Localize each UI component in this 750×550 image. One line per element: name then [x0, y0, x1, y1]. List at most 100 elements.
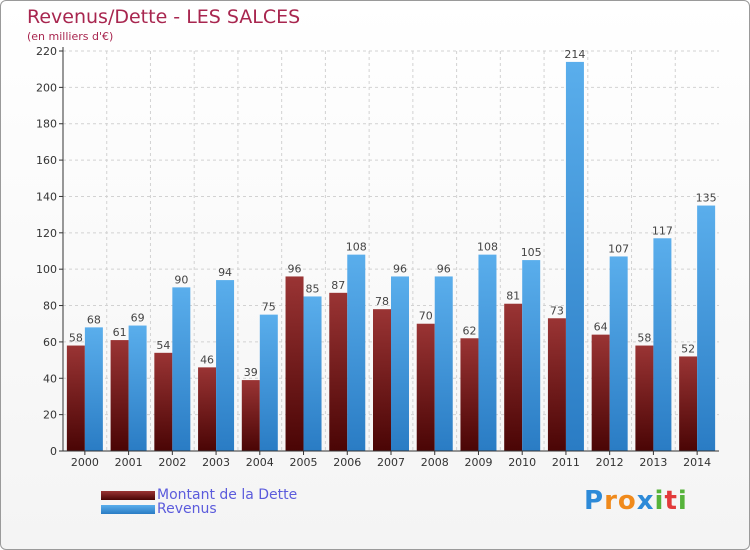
bar-debt — [154, 352, 173, 451]
bar-debt — [416, 323, 435, 451]
bar-label-debt: 39 — [244, 366, 258, 379]
proxiti-logo: Proxiti — [584, 486, 688, 516]
bar-label-revenus: 107 — [608, 242, 629, 255]
y-tick-label: 200 — [36, 81, 57, 94]
logo-letter: t — [664, 486, 678, 516]
bar-label-debt: 96 — [288, 262, 302, 275]
y-tick-label: 140 — [36, 190, 57, 203]
x-tick-label: 2012 — [596, 456, 624, 469]
bar-label-debt: 54 — [156, 339, 170, 352]
bar-revenus — [478, 254, 497, 451]
y-tick-label: 40 — [43, 372, 57, 385]
y-tick-label: 20 — [43, 409, 57, 422]
bar-label-revenus: 108 — [477, 241, 498, 254]
y-tick-label: 180 — [36, 118, 57, 131]
bar-revenus — [347, 254, 366, 451]
y-tick-label: 220 — [36, 45, 57, 58]
bar-debt — [66, 345, 85, 451]
x-tick-label: 2011 — [552, 456, 580, 469]
y-tick-label: 160 — [36, 154, 57, 167]
bar-label-debt: 64 — [594, 321, 608, 334]
logo-letter: r — [604, 486, 618, 516]
bar-revenus — [653, 238, 672, 451]
bar-debt — [285, 276, 304, 451]
bar-revenus — [216, 280, 235, 451]
x-tick-label: 2013 — [639, 456, 667, 469]
x-tick-label: 2009 — [464, 456, 492, 469]
bar-debt — [198, 367, 217, 451]
bar-revenus — [522, 260, 541, 451]
bar-label-debt: 58 — [637, 332, 651, 345]
bar-label-revenus: 90 — [174, 273, 188, 286]
legend-swatch-debt — [101, 490, 155, 500]
bar-revenus — [697, 205, 716, 451]
bar-label-debt: 87 — [331, 279, 345, 292]
bar-label-debt: 52 — [681, 342, 695, 355]
y-tick-label: 100 — [36, 263, 57, 276]
x-tick-label: 2000 — [71, 456, 99, 469]
legend-item-debt: Montant de la Dette — [101, 487, 297, 503]
chart-subtitle: (en milliers d'€) — [27, 30, 114, 43]
bar-debt — [460, 338, 479, 451]
x-tick-label: 2006 — [333, 456, 361, 469]
legend-item-revenus: Revenus — [101, 501, 217, 517]
bar-label-revenus: 94 — [218, 266, 232, 279]
x-tick-label: 2007 — [377, 456, 405, 469]
bar-debt — [679, 356, 698, 451]
bar-label-revenus: 105 — [521, 246, 542, 259]
bar-debt — [547, 318, 566, 451]
logo-letter: i — [654, 486, 665, 516]
bar-revenus — [172, 287, 191, 451]
bar-label-debt: 62 — [462, 324, 476, 337]
bar-label-revenus: 96 — [393, 262, 407, 275]
bar-label-revenus: 69 — [131, 312, 145, 325]
bar-revenus — [391, 276, 409, 451]
bar-debt — [110, 340, 129, 451]
y-tick-label: 60 — [43, 336, 57, 349]
x-tick-label: 2010 — [508, 456, 536, 469]
bar-revenus — [565, 61, 584, 452]
bar-revenus — [84, 327, 103, 451]
bar-label-revenus: 96 — [437, 262, 451, 275]
bar-debt — [504, 303, 523, 451]
bar-debt — [329, 292, 348, 451]
bar-label-debt: 73 — [550, 304, 564, 317]
bar-label-revenus: 135 — [696, 192, 717, 205]
logo-letter: i — [677, 486, 688, 516]
bar-debt — [591, 334, 610, 451]
bar-revenus — [609, 256, 628, 451]
bar-debt — [635, 345, 654, 451]
bar-label-revenus: 108 — [346, 241, 367, 254]
logo-letter: o — [617, 486, 637, 516]
bar-label-debt: 78 — [375, 295, 389, 308]
bar-revenus — [303, 296, 322, 451]
bar-debt — [373, 309, 391, 451]
bar-label-debt: 46 — [200, 353, 214, 366]
bar-label-revenus: 117 — [652, 224, 673, 237]
y-tick-label: 0 — [50, 445, 57, 458]
x-tick-label: 2008 — [421, 456, 449, 469]
bar-label-debt: 58 — [69, 332, 83, 345]
x-tick-label: 2002 — [158, 456, 186, 469]
axes: 0 20 40 60 80 100 120 140 160 180 200 220 2000 2001 20… — [36, 45, 719, 469]
chart-title: Revenus/Dette - LES SALCES — [27, 6, 301, 28]
y-tick-label: 80 — [43, 300, 57, 313]
bar-debt — [241, 380, 260, 451]
x-tick-label: 2001 — [115, 456, 143, 469]
bar-revenus — [259, 314, 278, 451]
bar-label-revenus: 68 — [87, 313, 101, 326]
bar-label-revenus: 75 — [262, 301, 276, 314]
bars: 58 68 61 69 54 90 46 94 39 75 96 85 87 108 78 96 70 96 62 1… — [66, 48, 717, 452]
x-tick-label: 2005 — [290, 456, 318, 469]
x-tick-label: 2003 — [202, 456, 230, 469]
x-tick-label: 2004 — [246, 456, 274, 469]
bar-revenus — [434, 276, 453, 451]
bar-label-revenus: 214 — [564, 48, 585, 61]
bar-revenus — [128, 325, 147, 451]
bar-label-debt: 70 — [419, 310, 433, 323]
logo-letter: P — [584, 486, 605, 516]
legend-label-revenus: Revenus — [157, 501, 217, 517]
bar-label-debt: 81 — [506, 290, 520, 303]
